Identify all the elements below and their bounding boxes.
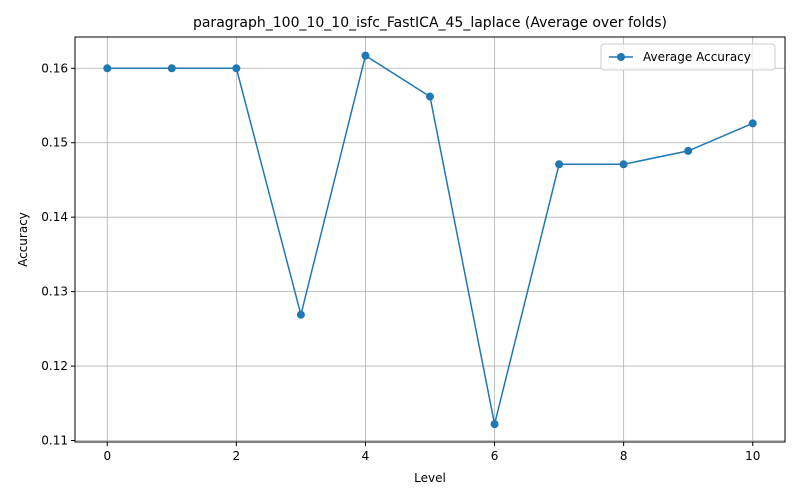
data-point <box>619 160 628 169</box>
x-axis-label: Level <box>414 471 446 485</box>
data-point <box>555 160 564 169</box>
data-point <box>167 64 176 73</box>
legend-marker <box>617 53 625 61</box>
data-point <box>684 146 693 155</box>
data-point <box>296 310 305 319</box>
x-tick-label: 2 <box>233 449 241 463</box>
y-tick-label: 0.13 <box>41 285 68 299</box>
x-tick-label: 4 <box>362 449 370 463</box>
y-tick-label: 0.12 <box>41 359 68 373</box>
x-tick-label: 0 <box>103 449 111 463</box>
chart-title: paragraph_100_10_10_isfc_FastICA_45_lapl… <box>193 15 667 31</box>
data-point <box>361 51 370 60</box>
data-point <box>426 92 434 101</box>
y-tick-label: 0.11 <box>41 434 68 448</box>
y-tick-label: 0.14 <box>41 210 68 224</box>
series-layer <box>103 51 757 429</box>
y-axis-label: Accuracy <box>16 212 30 267</box>
data-point <box>748 119 757 128</box>
legend-entry-average-accuracy: Average Accuracy <box>643 50 751 64</box>
data-point <box>490 420 499 429</box>
series-line-average-accuracy <box>107 54 754 425</box>
x-tick-label: 6 <box>491 449 499 463</box>
legend-box <box>600 43 776 71</box>
axis-ticks: 0 2 4 6 8 10 0.11 0.12 0.13 0.14 0.15 0.16 <box>41 61 760 463</box>
plot-frame <box>74 36 786 443</box>
y-tick-label: 0.15 <box>41 136 68 150</box>
data-point <box>232 64 241 73</box>
y-tick-label: 0.16 <box>41 61 68 75</box>
x-tick-label: 8 <box>620 449 628 463</box>
x-tick-label: 10 <box>745 449 760 463</box>
data-point <box>103 64 112 73</box>
legend: Average Accuracy <box>600 43 776 71</box>
